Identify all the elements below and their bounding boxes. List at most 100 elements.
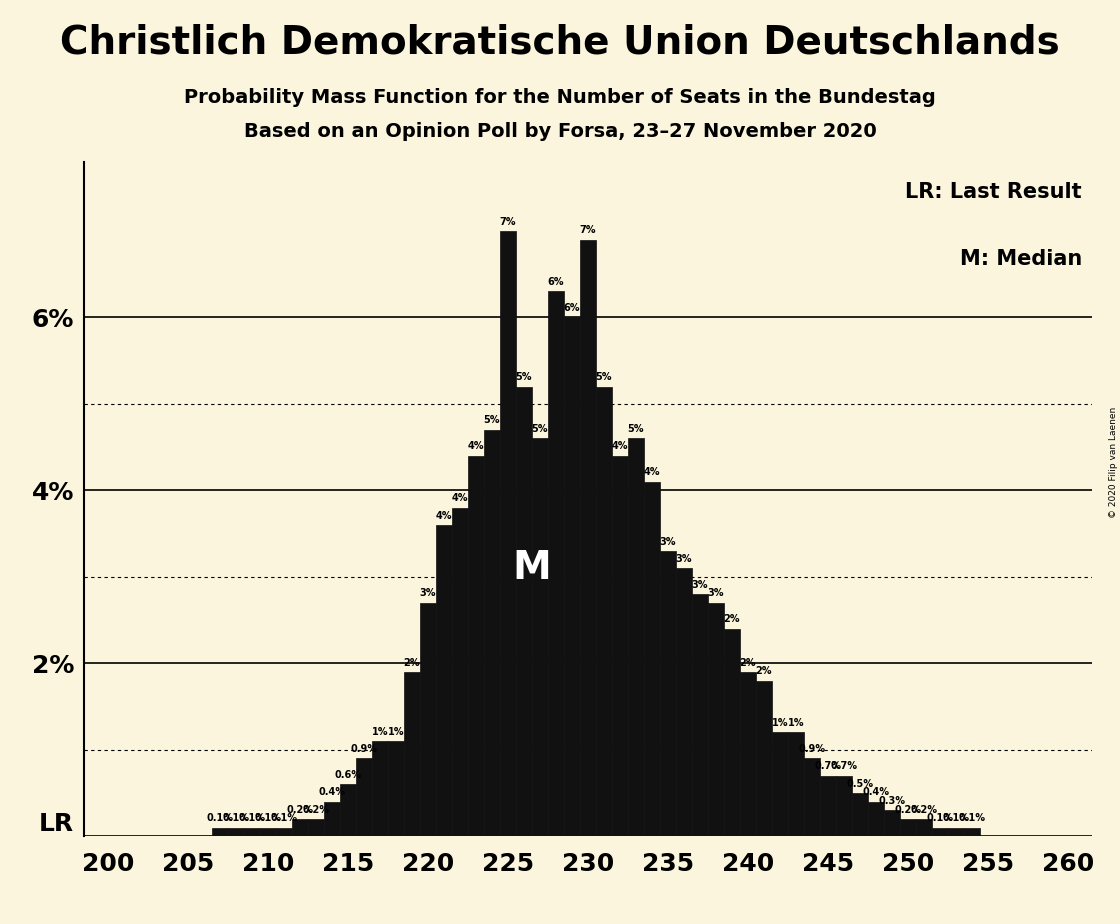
Text: 0.1%: 0.1% xyxy=(271,813,298,823)
Bar xyxy=(548,291,564,836)
Bar xyxy=(388,741,404,836)
Text: 0.7%: 0.7% xyxy=(814,761,841,772)
Text: 2%: 2% xyxy=(724,614,740,625)
Bar xyxy=(564,317,580,836)
Text: 6%: 6% xyxy=(563,303,580,313)
Text: 3%: 3% xyxy=(692,579,708,590)
Bar xyxy=(788,733,804,836)
Bar xyxy=(804,759,820,836)
Text: 0.1%: 0.1% xyxy=(254,813,281,823)
Bar xyxy=(884,810,900,836)
Text: 3%: 3% xyxy=(660,537,676,546)
Text: 0.1%: 0.1% xyxy=(943,813,970,823)
Bar xyxy=(404,672,420,836)
Text: 6%: 6% xyxy=(548,277,564,287)
Bar xyxy=(356,759,372,836)
Bar xyxy=(468,456,484,836)
Bar xyxy=(964,828,980,836)
Text: 4%: 4% xyxy=(451,493,468,504)
Text: 7%: 7% xyxy=(500,216,516,226)
Text: 5%: 5% xyxy=(627,424,644,434)
Text: 0.1%: 0.1% xyxy=(206,813,233,823)
Text: 0.3%: 0.3% xyxy=(878,796,905,806)
Text: 0.1%: 0.1% xyxy=(223,813,250,823)
Text: M: M xyxy=(513,549,551,587)
Text: 4%: 4% xyxy=(612,442,628,452)
Text: 4%: 4% xyxy=(468,442,484,452)
Bar xyxy=(324,802,340,836)
Bar xyxy=(340,784,356,836)
Bar xyxy=(276,828,292,836)
Text: © 2020 Filip van Laenen: © 2020 Filip van Laenen xyxy=(1109,407,1118,517)
Text: 0.2%: 0.2% xyxy=(302,805,329,815)
Bar xyxy=(948,828,964,836)
Text: 1%: 1% xyxy=(787,718,804,728)
Bar xyxy=(740,672,756,836)
Text: 7%: 7% xyxy=(580,225,596,236)
Text: 0.5%: 0.5% xyxy=(847,779,874,789)
Text: 4%: 4% xyxy=(436,511,452,520)
Text: 2%: 2% xyxy=(403,658,420,667)
Bar xyxy=(452,507,468,836)
Bar xyxy=(724,628,740,836)
Bar xyxy=(228,828,244,836)
Bar xyxy=(756,681,772,836)
Bar xyxy=(612,456,628,836)
Text: 3%: 3% xyxy=(708,589,725,599)
Bar xyxy=(692,594,708,836)
Bar xyxy=(516,386,532,836)
Text: 1%: 1% xyxy=(772,718,788,728)
Text: 0.6%: 0.6% xyxy=(335,770,362,780)
Text: LR: Last Result: LR: Last Result xyxy=(905,182,1082,202)
Text: 0.2%: 0.2% xyxy=(895,805,922,815)
Text: 3%: 3% xyxy=(675,553,692,564)
Text: 1%: 1% xyxy=(388,727,404,736)
Bar xyxy=(308,819,324,836)
Text: 2%: 2% xyxy=(756,666,773,676)
Text: 0.9%: 0.9% xyxy=(351,744,377,754)
Bar xyxy=(836,775,852,836)
Text: 4%: 4% xyxy=(644,468,661,478)
Text: 0.4%: 0.4% xyxy=(318,787,345,797)
Bar xyxy=(212,828,228,836)
Bar xyxy=(772,733,788,836)
Bar xyxy=(660,551,676,836)
Text: Christlich Demokratische Union Deutschlands: Christlich Demokratische Union Deutschla… xyxy=(60,23,1060,61)
Bar xyxy=(868,802,884,836)
Bar xyxy=(916,819,932,836)
Bar xyxy=(596,386,612,836)
Text: 1%: 1% xyxy=(372,727,389,736)
Text: 0.4%: 0.4% xyxy=(862,787,889,797)
Text: M: Median: M: Median xyxy=(960,249,1082,270)
Text: 5%: 5% xyxy=(515,372,532,383)
Bar xyxy=(532,438,548,836)
Text: 5%: 5% xyxy=(532,424,549,434)
Text: LR: LR xyxy=(39,812,74,836)
Bar xyxy=(484,430,500,836)
Text: 0.1%: 0.1% xyxy=(239,813,265,823)
Bar xyxy=(708,602,724,836)
Bar xyxy=(900,819,916,836)
Text: Based on an Opinion Poll by Forsa, 23–27 November 2020: Based on an Opinion Poll by Forsa, 23–27… xyxy=(244,122,876,141)
Bar xyxy=(500,231,516,836)
Text: 0.2%: 0.2% xyxy=(911,805,937,815)
Text: 3%: 3% xyxy=(420,589,437,599)
Text: 5%: 5% xyxy=(484,416,501,425)
Bar xyxy=(436,525,452,836)
Bar xyxy=(852,793,868,836)
Bar xyxy=(820,775,836,836)
Text: 0.9%: 0.9% xyxy=(799,744,825,754)
Bar xyxy=(372,741,388,836)
Text: 2%: 2% xyxy=(739,658,756,667)
Bar xyxy=(260,828,276,836)
Bar xyxy=(244,828,260,836)
Bar xyxy=(932,828,948,836)
Bar xyxy=(644,481,660,836)
Bar xyxy=(420,602,436,836)
Text: 0.1%: 0.1% xyxy=(959,813,986,823)
Bar xyxy=(292,819,308,836)
Bar xyxy=(676,568,692,836)
Bar xyxy=(628,438,644,836)
Text: 0.7%: 0.7% xyxy=(831,761,858,772)
Text: 5%: 5% xyxy=(596,372,613,383)
